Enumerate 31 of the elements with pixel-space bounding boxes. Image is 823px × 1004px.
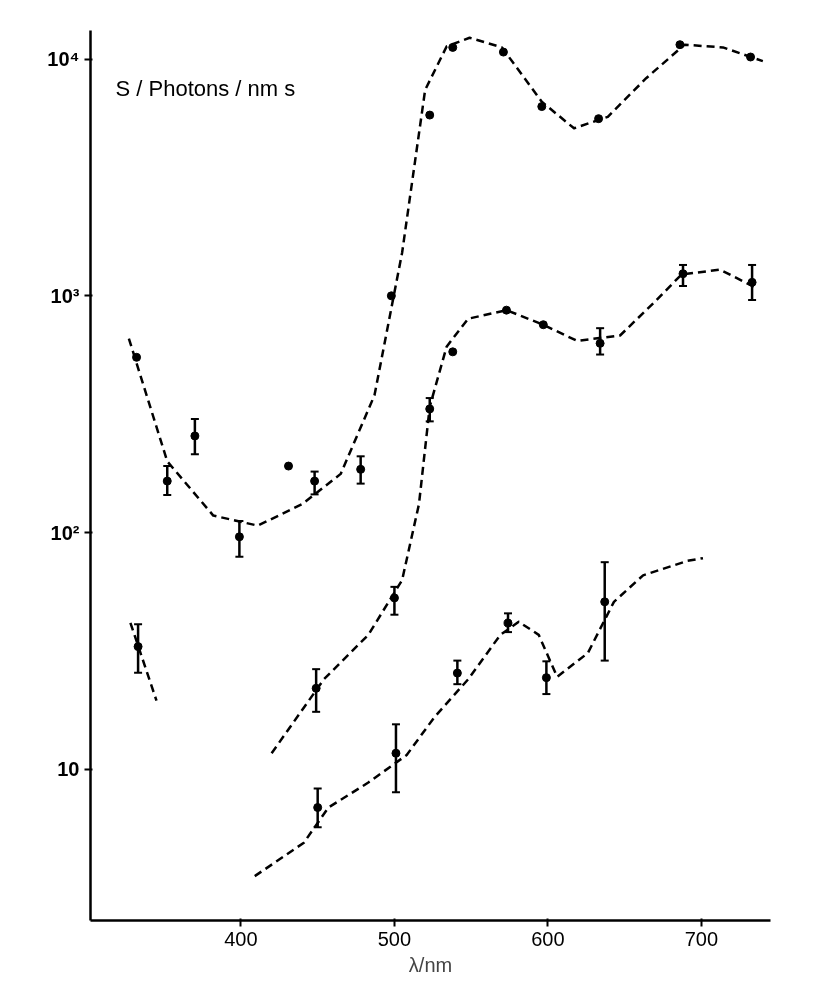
x-axis-title: λ/nm <box>408 953 453 976</box>
point <box>162 476 172 486</box>
y-axis-title: S / Photons / nm s <box>115 75 296 101</box>
point <box>386 291 396 301</box>
point <box>313 803 323 813</box>
point <box>356 464 366 474</box>
y-tick-label: 10³ <box>50 284 80 307</box>
y-tick-label: 10² <box>50 521 80 544</box>
point <box>678 269 688 279</box>
point <box>503 618 513 628</box>
point <box>501 305 511 315</box>
point <box>448 42 458 52</box>
point <box>675 40 685 50</box>
point <box>425 110 435 120</box>
x-tick-label: 500 <box>377 927 412 950</box>
point <box>284 461 294 471</box>
y-tick-label: 10⁴ <box>47 48 80 71</box>
y-tick-label: 10 <box>57 758 80 781</box>
x-tick-label: 600 <box>531 927 565 950</box>
point <box>452 668 462 678</box>
point <box>310 476 320 486</box>
line-series <box>253 556 705 878</box>
point <box>595 338 605 348</box>
point <box>600 597 610 607</box>
x-tick-label: 700 <box>684 927 719 950</box>
point <box>541 673 551 683</box>
point <box>448 347 458 357</box>
x-tick-label: 400 <box>224 927 258 950</box>
point <box>391 748 401 758</box>
point <box>234 532 244 542</box>
point <box>190 431 200 441</box>
